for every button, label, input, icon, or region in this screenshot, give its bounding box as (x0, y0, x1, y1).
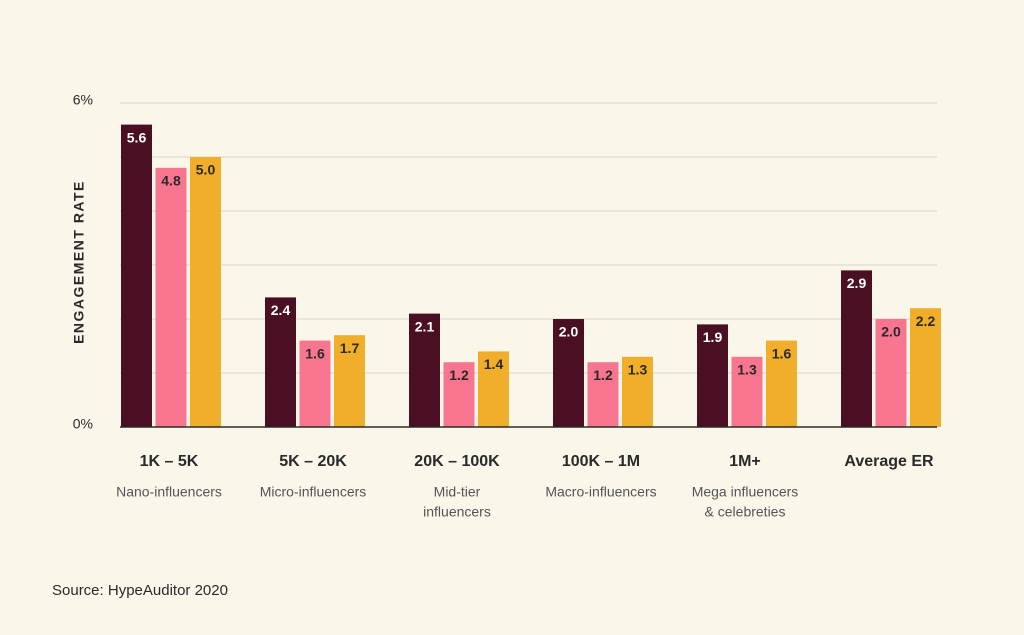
bar (265, 297, 296, 427)
bar (697, 324, 728, 427)
x-tick-label: 1K – 5K (140, 453, 199, 470)
value-label: 2.1 (415, 318, 435, 334)
value-label: 5.0 (196, 162, 216, 178)
y-tick-label: 0% (73, 416, 93, 432)
value-label: 1.3 (737, 362, 757, 378)
value-label: 5.6 (127, 129, 147, 145)
value-label: 2.0 (559, 324, 579, 340)
x-tick-label: 100K – 1M (562, 453, 640, 470)
value-label: 2.9 (847, 275, 867, 291)
x-tick-label: 1M+ (729, 453, 761, 470)
source-note: Source: HypeAuditor 2020 (52, 582, 228, 599)
category-description: Macro-influencers (545, 484, 656, 500)
value-label: 1.9 (703, 329, 723, 345)
bar (841, 270, 872, 427)
category-description: influencers (423, 504, 491, 520)
bar (190, 157, 221, 427)
bar (121, 124, 152, 427)
bar (155, 167, 187, 428)
bar (910, 308, 941, 427)
x-tick-label: 5K – 20K (279, 453, 347, 470)
bar (478, 351, 509, 427)
category-description: Micro-influencers (260, 484, 367, 500)
y-axis-title: ENGAGEMENT RATE (71, 180, 87, 344)
bar (875, 319, 907, 427)
value-label: 2.0 (881, 324, 901, 340)
bar (334, 335, 365, 427)
bar (553, 319, 584, 427)
bar (299, 340, 331, 427)
category-description: & celebreties (705, 504, 786, 520)
y-tick-label: 6% (73, 92, 93, 108)
category-description: Nano-influencers (116, 484, 222, 500)
value-label: 2.2 (916, 313, 936, 329)
category-description: Mid-tier (434, 484, 481, 500)
bar (622, 356, 653, 427)
value-label: 1.6 (772, 345, 792, 361)
value-label: 4.8 (161, 173, 181, 189)
value-label: 2.4 (271, 302, 291, 318)
bar (766, 340, 797, 427)
x-tick-label: Average ER (844, 453, 934, 470)
bar (443, 362, 475, 427)
bar (731, 356, 763, 427)
value-label: 1.3 (628, 362, 648, 378)
bar (409, 313, 440, 427)
value-label: 1.6 (305, 345, 325, 361)
value-label: 1.7 (340, 340, 360, 356)
value-label: 1.2 (593, 367, 613, 383)
x-tick-label: 20K – 100K (414, 453, 500, 470)
value-label: 1.4 (484, 356, 504, 372)
category-description: Mega influencers (692, 484, 799, 500)
bar (587, 362, 619, 427)
value-label: 1.2 (449, 367, 469, 383)
